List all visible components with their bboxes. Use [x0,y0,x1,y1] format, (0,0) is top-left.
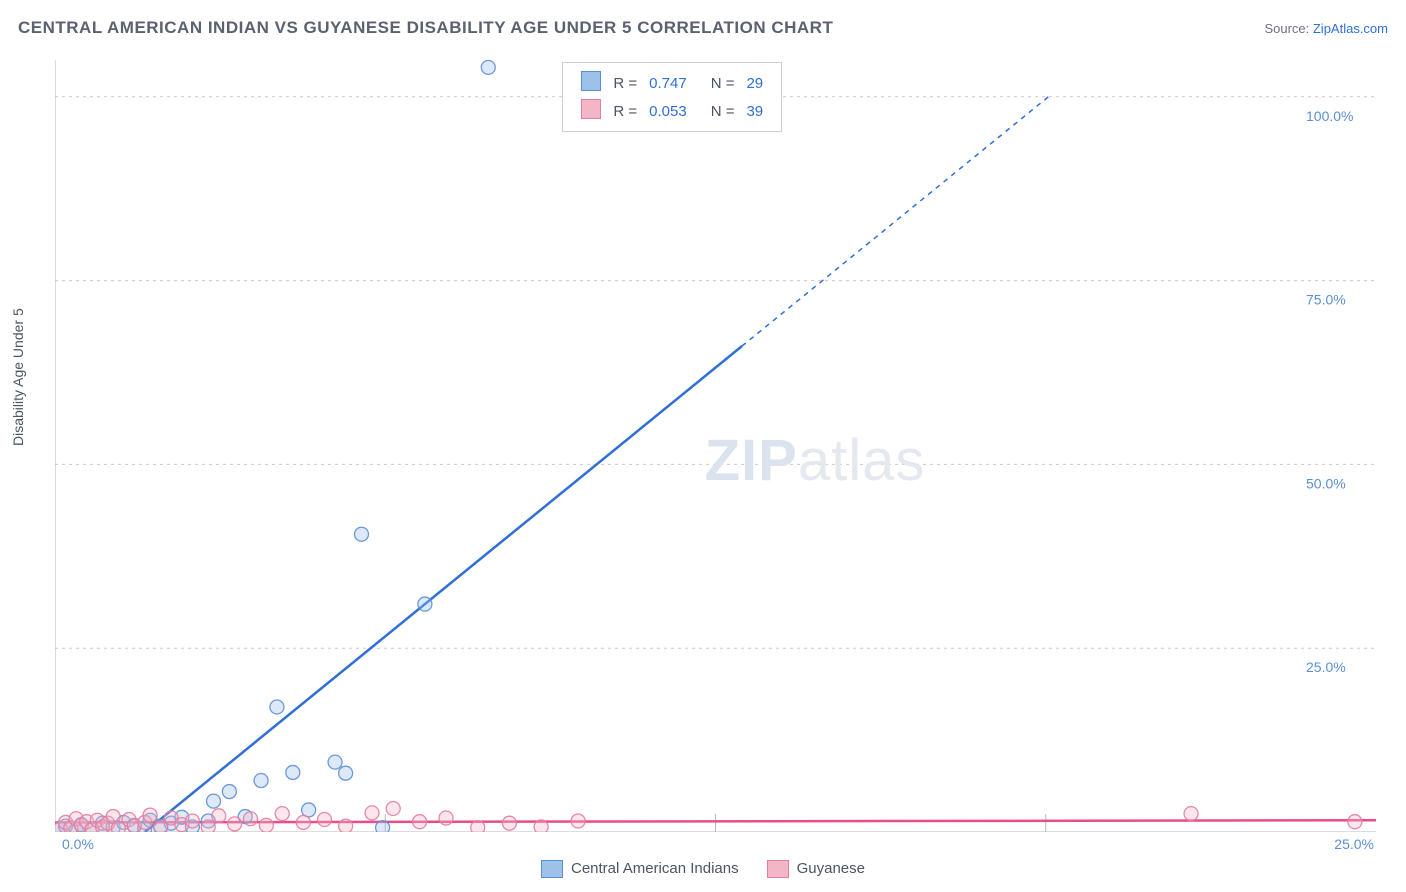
data-point [534,820,548,832]
data-point [502,816,516,830]
data-point [365,806,379,820]
r-label: R = [607,97,643,125]
source-link[interactable]: ZipAtlas.com [1313,21,1388,36]
data-point [270,700,284,714]
data-point [339,766,353,780]
data-point [317,813,331,827]
data-point [481,60,495,74]
x-tick-max: 25.0% [1334,836,1374,852]
legend-label-0: Central American Indians [571,860,739,877]
data-point [244,812,258,826]
r-label: R = [607,69,643,97]
data-point [286,765,300,779]
data-point [275,807,289,821]
legend-item-0: Central American Indians [541,860,739,878]
stats-legend: R =0.747 N =29 R =0.053 N =39 [562,62,782,132]
title-bar: CENTRAL AMERICAN INDIAN VS GUYANESE DISA… [18,18,1388,38]
data-point [296,815,310,829]
n-label: N = [705,69,741,97]
n-value: 29 [740,69,769,97]
watermark-bold: ZIP [705,428,798,493]
legend-swatch-0 [541,860,563,878]
data-point [259,818,273,832]
data-point [386,801,400,815]
y-tick-label: 75.0% [1306,292,1346,308]
data-point [1348,815,1362,829]
chart-container: CENTRAL AMERICAN INDIAN VS GUYANESE DISA… [0,0,1406,892]
y-tick-label: 100.0% [1306,108,1353,124]
data-point [354,527,368,541]
legend-swatch [581,99,601,119]
source-prefix: Source: [1264,21,1312,36]
y-tick-label: 25.0% [1306,659,1346,675]
data-point [228,817,242,831]
data-point [571,814,585,828]
y-axis-label: Disability Age Under 5 [10,308,26,446]
source-attribution: Source: ZipAtlas.com [1264,21,1388,36]
watermark: ZIPatlas [705,428,926,493]
data-point [143,808,157,822]
chart-title: CENTRAL AMERICAN INDIAN VS GUYANESE DISA… [18,18,833,38]
data-point [328,755,342,769]
data-point [254,774,268,788]
series-legend: 0.0% 25.0% Central American Indians Guya… [0,860,1406,878]
data-point [201,820,215,832]
trend-line [145,346,742,832]
y-grid [55,97,1376,648]
y-tick-labels: 25.0% 50.0% 75.0% 100.0% [1306,108,1353,675]
data-point [339,819,353,832]
stats-legend-row: R =0.053 N =39 [575,97,769,125]
watermark-light: atlas [798,428,926,493]
x-tick-min: 0.0% [62,836,94,852]
plot-area: ZIPatlas 25.0% 50.0% 75.0% 100.0% [55,60,1376,832]
legend-item-1: Guyanese [767,860,865,878]
data-point [439,811,453,825]
r-value: 0.053 [643,97,693,125]
data-point [376,821,390,832]
data-point [1184,807,1198,821]
data-point [212,809,226,823]
legend-swatch-1 [767,860,789,878]
data-point [471,821,485,832]
n-label: N = [705,97,741,125]
n-value: 39 [740,97,769,125]
data-point [207,794,221,808]
data-point [185,814,199,828]
legend-swatch [581,71,601,91]
stats-legend-row: R =0.747 N =29 [575,69,769,97]
trend-line-extrapolated [742,97,1048,346]
r-value: 0.747 [643,69,693,97]
data-point [222,785,236,799]
y-tick-label: 50.0% [1306,475,1346,491]
chart-svg: ZIPatlas 25.0% 50.0% 75.0% 100.0% [55,60,1376,832]
legend-label-1: Guyanese [797,860,865,877]
data-point [413,815,427,829]
data-point [418,597,432,611]
